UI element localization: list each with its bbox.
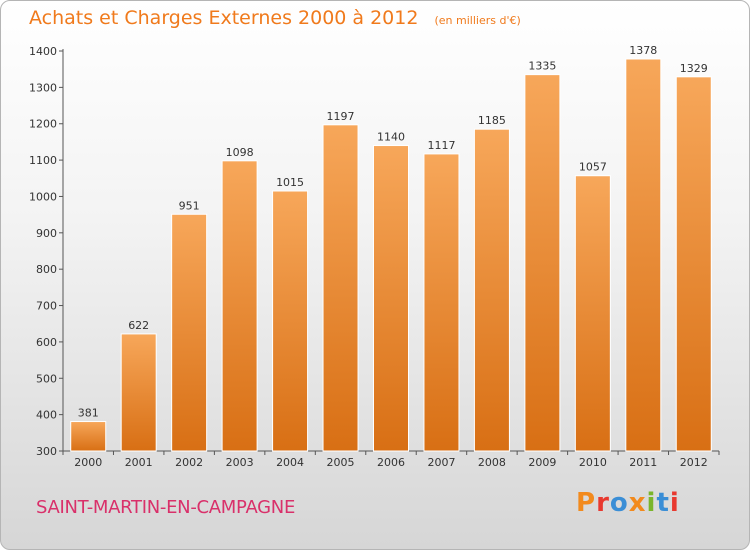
bar-value-label: 622 — [128, 319, 149, 332]
x-tick-label: 2007 — [427, 456, 455, 469]
bar — [625, 58, 662, 452]
bar-value-label: 1197 — [327, 110, 355, 123]
x-tick-label: 2012 — [680, 456, 708, 469]
bar-value-label: 1378 — [629, 44, 657, 57]
bar — [322, 124, 359, 452]
bar — [171, 213, 208, 452]
logo-letter: t — [656, 488, 670, 518]
bar — [675, 76, 712, 452]
bar-value-label: 1329 — [680, 62, 708, 75]
y-tick-label: 1000 — [29, 190, 57, 203]
x-tick-label: 2009 — [528, 456, 556, 469]
logo-letter: i — [669, 488, 680, 518]
city-name: SAINT-MARTIN-EN-CAMPAGNE — [36, 497, 296, 518]
x-tick-label: 2008 — [478, 456, 506, 469]
bar — [524, 74, 561, 452]
x-tick-label: 2001 — [125, 456, 153, 469]
logo-letter: P — [576, 488, 597, 518]
bar — [272, 190, 309, 452]
bar — [120, 333, 157, 452]
y-tick-label: 800 — [36, 263, 57, 276]
logo-letter: x — [628, 488, 647, 518]
x-tick-label: 2002 — [175, 456, 203, 469]
x-tick-label: 2005 — [327, 456, 355, 469]
bar-value-label: 1335 — [528, 60, 556, 73]
bar-value-label: 1117 — [427, 139, 455, 152]
bar — [221, 160, 258, 452]
x-tick-label: 2010 — [579, 456, 607, 469]
logo-letter: o — [609, 488, 629, 518]
bar-value-label: 1057 — [579, 161, 607, 174]
bar-value-label: 951 — [179, 199, 200, 212]
logo-letter: r — [596, 488, 610, 518]
y-tick-label: 500 — [36, 372, 57, 385]
y-tick-label: 1300 — [29, 81, 57, 94]
chart-title-text: Achats et Charges Externes 2000 à 2012 — [29, 7, 419, 29]
y-tick-label: 1200 — [29, 118, 57, 131]
bar — [373, 145, 409, 452]
bar-value-label: 1185 — [478, 114, 506, 127]
y-tick-label: 600 — [36, 336, 57, 349]
y-tick-label: 1400 — [29, 45, 57, 58]
x-tick-label: 2004 — [276, 456, 304, 469]
bar-value-label: 1098 — [226, 146, 254, 159]
bar — [574, 175, 611, 452]
bar-value-label: 1140 — [377, 131, 405, 144]
bar-value-label: 1015 — [276, 176, 304, 189]
x-tick-label: 2000 — [74, 456, 102, 469]
bar — [70, 421, 107, 452]
x-tick-label: 2011 — [629, 456, 657, 469]
bar — [423, 153, 460, 452]
y-tick-label: 1100 — [29, 154, 57, 167]
x-tick-label: 2006 — [377, 456, 405, 469]
chart-subtitle: (en milliers d'€) — [434, 14, 521, 27]
chart-title: Achats et Charges Externes 2000 à 2012 (… — [29, 7, 521, 29]
logo-text: Proxiti — [576, 488, 680, 518]
x-tick-label: 2003 — [226, 456, 254, 469]
x-axis: 2000 2001 2002 2003 2004 2005 2006 2007 2008 2009… — [62, 450, 720, 469]
logo-letter: i — [646, 488, 657, 518]
proxiti-logo: Proxiti — [576, 488, 680, 518]
bar-value-label: 381 — [78, 407, 99, 420]
y-tick-label: 300 — [36, 445, 57, 458]
y-tick-label: 700 — [36, 300, 57, 313]
y-tick-label: 400 — [36, 409, 57, 422]
y-axis: 300 400 500 600 700 800 900 1000 1100 1200 1300 140… — [29, 45, 64, 458]
y-tick-label: 900 — [36, 227, 57, 240]
bar — [473, 128, 510, 452]
bars: 381 622 951 1098 1015 1197 1140 1117 1185 1335 105… — [70, 44, 712, 452]
